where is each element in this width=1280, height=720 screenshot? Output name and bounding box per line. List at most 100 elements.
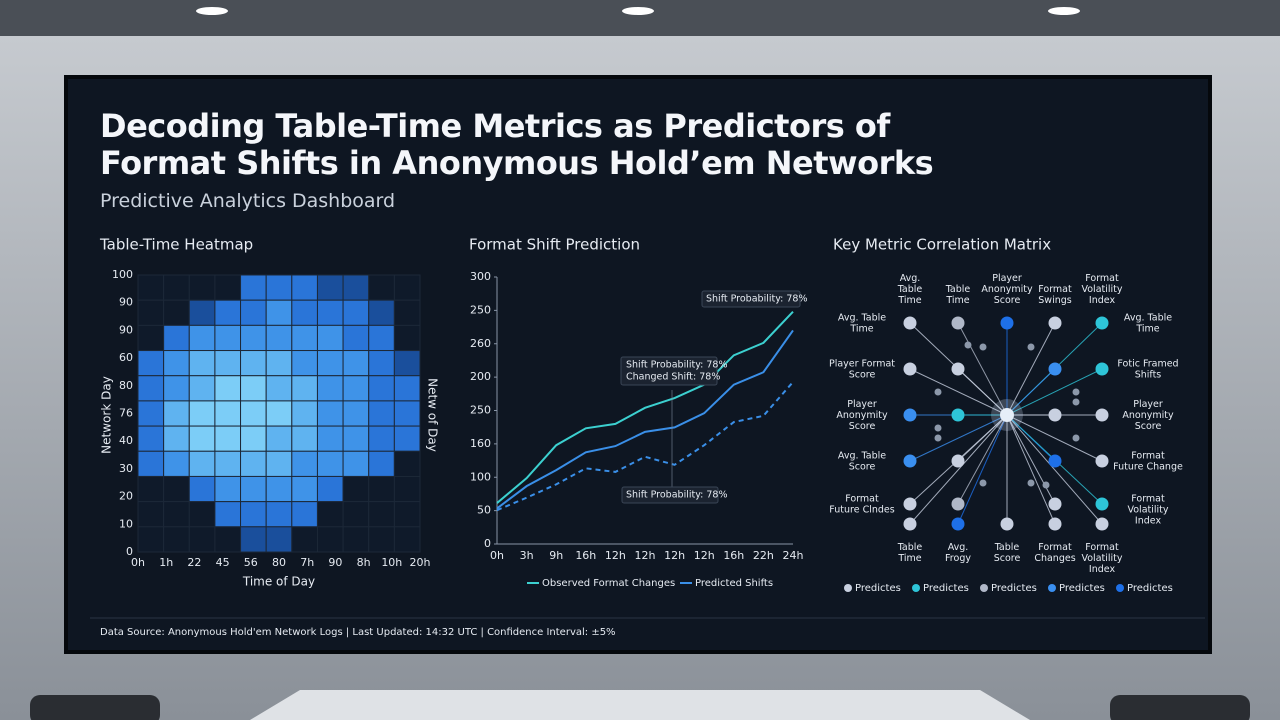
heat-cell [214, 375, 242, 402]
heat-cell [240, 400, 267, 427]
label-line: Table [994, 542, 1020, 553]
x-tick-label: 45 [216, 556, 230, 569]
heat-cell [368, 425, 395, 452]
link [1006, 414, 1103, 462]
node-label: Format Future Clndes [829, 493, 894, 515]
node [951, 316, 965, 330]
heat-cell [137, 375, 165, 402]
node [903, 497, 917, 511]
series-line [496, 329, 794, 510]
y-tick-label: 60 [119, 351, 133, 364]
label-line: Format [1085, 542, 1119, 553]
node [1095, 408, 1109, 422]
label-line: Future Change [1113, 461, 1183, 472]
x-tick-label: 16h [575, 549, 596, 562]
x-tick-label: 0h [490, 549, 504, 562]
heat-cell [214, 425, 242, 452]
node [1048, 362, 1062, 376]
heat-cell [163, 299, 190, 326]
heat-cell [342, 526, 370, 553]
annotation: Changed Shift: 78% [626, 372, 720, 383]
label-line: Fotic Framed [1117, 358, 1178, 369]
heat-cell [291, 350, 318, 377]
heat-cell [188, 324, 216, 352]
link [1006, 368, 1056, 416]
series-line [496, 311, 794, 504]
label-line: Index [1089, 564, 1116, 575]
heat-cell [214, 501, 242, 528]
node-label: Avg. Table Score [838, 450, 886, 472]
x-tick-label: 16h [723, 549, 744, 562]
node [903, 362, 917, 376]
label-line: Format [1038, 284, 1072, 295]
heat-cell [137, 425, 165, 452]
heat-cell [342, 501, 370, 528]
link [1006, 368, 1103, 416]
node-label: Avg. Frogy [945, 542, 971, 564]
chart-title: Table-Time Heatmap [99, 236, 253, 254]
light [622, 7, 654, 15]
heat-cell [188, 501, 216, 528]
heat-cell [316, 299, 344, 326]
node-label: Player Anonymity Score [1122, 399, 1174, 432]
heat-cell [188, 475, 216, 503]
minor-node [1027, 479, 1035, 487]
node [951, 362, 965, 376]
heat-cell [188, 350, 216, 377]
label-line: Anonymity [836, 410, 888, 421]
node [1048, 454, 1062, 468]
legend-swatch [912, 584, 920, 592]
node [1095, 316, 1109, 330]
node [1000, 517, 1014, 531]
heat-cell [163, 350, 190, 377]
chair [1110, 695, 1250, 720]
heat-cell [316, 324, 344, 352]
heat-cell [316, 450, 344, 477]
node-label: Table Time [945, 284, 971, 306]
heat-cell [137, 475, 165, 503]
label-line: Time [849, 323, 873, 334]
heat-cell [137, 526, 165, 553]
node-label: Player Anonymity Score [981, 273, 1033, 306]
node-label: Table Score [994, 542, 1021, 564]
heat-cell [342, 350, 370, 377]
heat-cell [265, 324, 293, 352]
node [951, 454, 965, 468]
legend-label: Predicted Shifts [695, 578, 773, 589]
label-line: Avg. Table [1124, 312, 1172, 323]
heat-cell [342, 274, 370, 301]
heat-cell [291, 375, 318, 402]
heat-cell [265, 526, 293, 553]
heat-cell [393, 274, 421, 301]
node [1048, 316, 1062, 330]
heat-cell [265, 501, 293, 528]
label-line: Time [897, 553, 921, 564]
node [1095, 454, 1109, 468]
node-label: Table Time [897, 542, 923, 564]
chart-title: Format Shift Prediction [469, 236, 640, 254]
legend-swatch [1116, 584, 1124, 592]
link [957, 368, 1008, 416]
heat-cell [265, 425, 293, 452]
heat-cell [291, 450, 318, 477]
heat-cell [368, 350, 395, 377]
label-line: Time [897, 295, 921, 306]
heat-cell [393, 526, 421, 553]
y-tick-label: 20 [119, 490, 133, 503]
x-tick-label: 12h [605, 549, 626, 562]
heat-cell [214, 450, 242, 477]
annotation: Shift Probability: 78% [706, 294, 807, 305]
heat-cell [163, 375, 190, 402]
heat-cell [316, 350, 344, 377]
heat-cell [291, 425, 318, 452]
label-line: Score [849, 421, 876, 432]
heat-cell [316, 375, 344, 402]
y-tick-label: 100 [112, 268, 133, 281]
annotation-box [621, 486, 719, 504]
y-tick-label: 200 [470, 370, 491, 383]
legend-swatch [980, 584, 988, 592]
heat-cell [240, 475, 267, 503]
heat-cell [137, 299, 165, 326]
heat-cell [393, 475, 421, 503]
heat-cell [342, 400, 370, 427]
